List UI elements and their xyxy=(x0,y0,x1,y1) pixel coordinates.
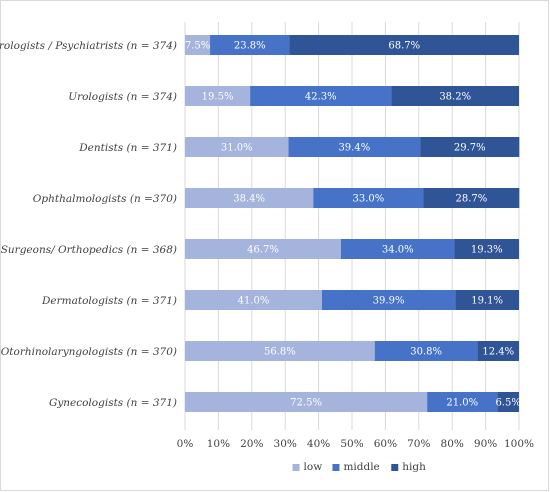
x-tick-label: 20% xyxy=(240,438,263,450)
category-labels: Neurologists / Psychiatrists (n = 374) Ur… xyxy=(0,40,177,409)
legend: low middle high xyxy=(292,461,426,473)
x-tick-label: 80% xyxy=(441,438,464,450)
category-label: Urologists (n = 374) xyxy=(68,91,177,103)
bar-high xyxy=(477,341,519,361)
x-tick-label: 40% xyxy=(307,438,330,450)
bar-high xyxy=(289,35,519,55)
x-tick-label: 70% xyxy=(407,438,430,450)
data-label: 12.4% xyxy=(482,347,514,358)
data-label: 38.4% xyxy=(233,194,265,205)
bar-high xyxy=(454,239,519,259)
data-label: 23.8% xyxy=(234,41,266,52)
data-label: 46.7% xyxy=(247,245,279,256)
category-label: Dermatologists (n = 371) xyxy=(41,295,177,307)
bar-high xyxy=(391,86,519,106)
bar-middle xyxy=(313,188,424,208)
x-tick-label: 100% xyxy=(504,438,534,450)
bar-low xyxy=(185,290,322,310)
x-tick-label: 10% xyxy=(207,438,230,450)
gridlines xyxy=(184,22,520,430)
legend-swatch-low xyxy=(292,464,300,471)
bar-low xyxy=(185,86,251,106)
legend-swatch-middle xyxy=(332,464,340,471)
data-label: 6.5% xyxy=(495,398,520,409)
data-label: 19.1% xyxy=(471,296,503,307)
x-tick-label: 50% xyxy=(340,438,363,450)
bar-high xyxy=(423,188,520,208)
bar-middle xyxy=(210,35,290,55)
data-label: 42.3% xyxy=(305,92,337,103)
legend-swatch-high xyxy=(391,464,399,471)
legend-label-low: low xyxy=(304,461,323,473)
bar-high xyxy=(420,137,520,157)
data-label: 7.5% xyxy=(185,41,210,52)
bar-middle xyxy=(427,392,498,412)
bar-middle xyxy=(288,137,421,157)
bar-low xyxy=(185,35,211,55)
x-tick-label: 60% xyxy=(374,438,397,450)
bar-high xyxy=(497,392,519,412)
data-label: 29.7% xyxy=(454,143,486,154)
x-axis-tick-labels: 0% 10% 20% 30% 40% 50% 60% 70% 80% 90% 100% xyxy=(177,438,534,450)
data-label: 30.8% xyxy=(410,347,442,358)
category-label: Otorhinolaryngologists (n = 370) xyxy=(1,346,177,358)
category-label: Ophthalmologists (n =370) xyxy=(33,193,177,205)
bar-low xyxy=(185,341,375,361)
data-label: 34.0% xyxy=(382,245,414,256)
data-label: 31.0% xyxy=(221,143,253,154)
bar-middle xyxy=(321,290,456,310)
data-label: 41.0% xyxy=(238,296,270,307)
data-label: 33.0% xyxy=(352,194,384,205)
category-label: Neurologists / Psychiatrists (n = 374) xyxy=(0,40,177,52)
data-label: 56.8% xyxy=(264,347,296,358)
bars: 7.5% 23.8% 68.7% 19.5% 42.3% 38.2% 31.0% 39.4% 2… xyxy=(185,35,521,412)
data-label: 28.7% xyxy=(456,194,488,205)
bar-low xyxy=(185,188,314,208)
x-tick-label: 0% xyxy=(177,438,194,450)
bar-low xyxy=(185,392,428,412)
bar-middle xyxy=(340,239,455,259)
data-label: 72.5% xyxy=(290,398,322,409)
data-label: 39.9% xyxy=(373,296,405,307)
data-label: 19.3% xyxy=(471,245,503,256)
bar-middle xyxy=(250,86,392,106)
legend-label-high: high xyxy=(402,461,426,473)
data-label: 19.5% xyxy=(202,92,234,103)
bar-low xyxy=(185,137,289,157)
x-tick-label: 30% xyxy=(274,438,297,450)
bar-low xyxy=(185,239,341,259)
bar-middle xyxy=(374,341,478,361)
data-label: 68.7% xyxy=(388,41,420,52)
data-label: 21.0% xyxy=(446,398,478,409)
data-label: 39.4% xyxy=(338,143,370,154)
x-tick-label: 90% xyxy=(474,438,497,450)
category-label: Dentists (n = 371) xyxy=(78,142,177,154)
bar-high xyxy=(455,290,519,310)
data-label: 38.2% xyxy=(439,92,471,103)
legend-label-middle: middle xyxy=(343,461,379,473)
category-label: Surgeons/ Orthopedics (n = 368) xyxy=(1,244,177,256)
category-label: Gynecologists (n = 371) xyxy=(49,397,177,409)
